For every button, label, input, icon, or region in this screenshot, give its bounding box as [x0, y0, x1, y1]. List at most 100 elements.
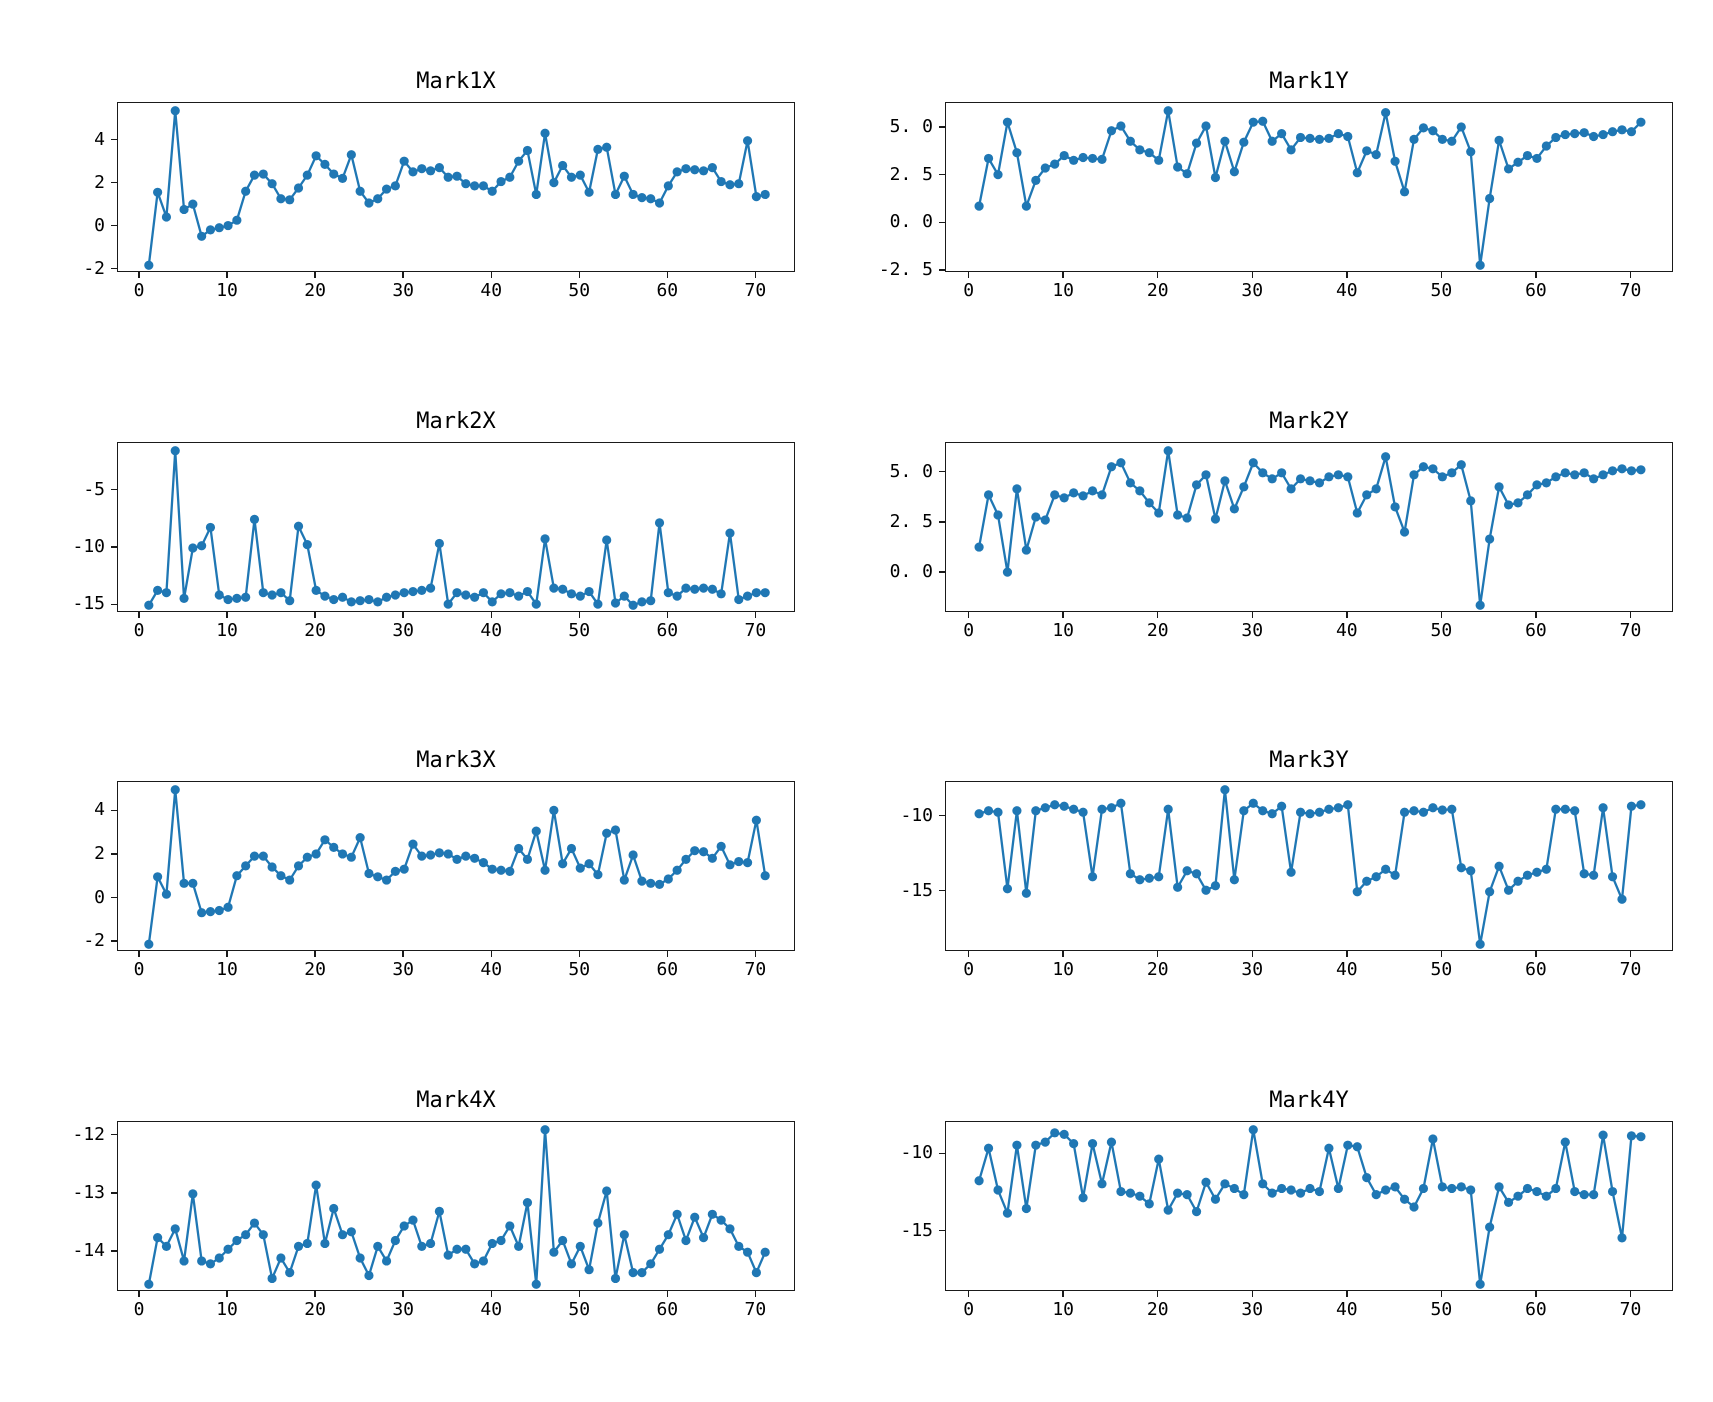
y-tick-mark	[111, 853, 117, 855]
data-point	[399, 1221, 409, 1231]
data-point	[549, 583, 559, 593]
data-point	[1494, 861, 1504, 871]
data-point	[1210, 514, 1221, 524]
x-tick-label: 70	[744, 620, 767, 641]
data-point	[461, 179, 471, 189]
data-point	[311, 151, 321, 161]
data-point	[1466, 496, 1476, 506]
data-point	[364, 198, 374, 208]
data-point	[646, 878, 656, 888]
data-point	[672, 865, 682, 875]
data-point	[1324, 472, 1334, 482]
data-point	[742, 591, 753, 601]
data-point	[681, 854, 691, 864]
data-point	[1333, 129, 1343, 139]
data-point	[1059, 493, 1069, 503]
data-point	[1343, 800, 1353, 810]
data-point	[1295, 474, 1306, 484]
data-point	[408, 586, 418, 597]
y-tick-label: 2	[94, 843, 105, 865]
data-point	[179, 878, 189, 888]
x-tick-mark	[138, 1291, 140, 1297]
data-point	[1475, 939, 1485, 949]
data-point	[505, 172, 515, 182]
data-point	[1589, 474, 1599, 484]
data-point	[1277, 1183, 1287, 1194]
chart-title: Mark2Y	[1269, 409, 1349, 434]
data-point	[751, 1268, 761, 1278]
data-point	[153, 187, 163, 197]
data-point	[540, 128, 550, 138]
x-tick-mark	[578, 1291, 580, 1297]
x-tick-label: 70	[1619, 959, 1642, 980]
data-point	[514, 156, 524, 166]
data-point	[205, 225, 216, 235]
data-point	[478, 181, 489, 191]
plot-area	[117, 1121, 795, 1291]
data-point	[487, 864, 497, 874]
x-tick-mark	[402, 1291, 404, 1297]
x-tick-mark	[1346, 612, 1348, 618]
x-tick-label: 30	[392, 1299, 414, 1320]
data-point	[1087, 1139, 1098, 1149]
data-point	[1229, 1183, 1239, 1194]
y-tick-label: -2	[83, 257, 105, 279]
data-point	[452, 171, 462, 181]
data-point	[267, 1273, 277, 1284]
data-point	[214, 223, 224, 233]
data-point	[1352, 887, 1362, 897]
data-point	[505, 1221, 515, 1231]
data-point	[1286, 1185, 1296, 1195]
x-tick-mark	[138, 272, 140, 278]
data-point	[241, 861, 251, 871]
chart-title: Mark4Y	[1269, 1088, 1349, 1113]
data-point	[1002, 1208, 1013, 1218]
data-point	[681, 583, 691, 593]
data-point	[1409, 806, 1419, 816]
data-point	[496, 176, 506, 187]
data-point	[1106, 462, 1117, 472]
data-point	[1173, 882, 1183, 892]
y-tick-mark	[111, 896, 117, 899]
x-tick-label: 60	[1525, 280, 1547, 301]
data-point	[514, 591, 524, 601]
y-tick-mark	[111, 1133, 117, 1136]
data-point	[681, 164, 691, 174]
data-point	[434, 1206, 444, 1216]
data-point	[1125, 1188, 1135, 1198]
data-point	[1239, 806, 1249, 816]
x-tick-mark	[1251, 1291, 1253, 1297]
data-point	[337, 1230, 348, 1240]
x-tick-mark	[1251, 272, 1253, 278]
data-point	[628, 850, 638, 860]
data-point	[1456, 460, 1466, 470]
data-point	[1021, 545, 1031, 555]
data-point	[144, 260, 154, 270]
y-tick-mark	[939, 815, 945, 817]
x-tick-mark	[578, 272, 580, 278]
data-series	[144, 446, 770, 610]
x-tick-mark	[967, 1291, 970, 1297]
data-point	[1106, 1137, 1117, 1147]
data-point	[1144, 148, 1154, 158]
data-point	[993, 510, 1003, 520]
x-tick-label: 10	[216, 959, 238, 980]
x-tick-label: 10	[1052, 620, 1075, 641]
data-point	[197, 231, 207, 241]
data-point	[381, 184, 392, 194]
data-point	[584, 859, 594, 869]
data-point	[496, 1235, 506, 1246]
data-point	[170, 106, 180, 116]
data-point	[1078, 807, 1088, 817]
data-point	[1503, 1197, 1514, 1207]
data-point	[734, 179, 744, 189]
x-tick-mark	[666, 1291, 668, 1297]
data-point	[1286, 867, 1296, 877]
data-point	[1087, 872, 1098, 882]
x-tick-mark	[1157, 1291, 1159, 1297]
data-point	[522, 854, 533, 864]
data-point	[1352, 168, 1362, 178]
data-point	[1116, 121, 1126, 131]
data-point	[329, 842, 339, 853]
data-point	[742, 136, 753, 146]
